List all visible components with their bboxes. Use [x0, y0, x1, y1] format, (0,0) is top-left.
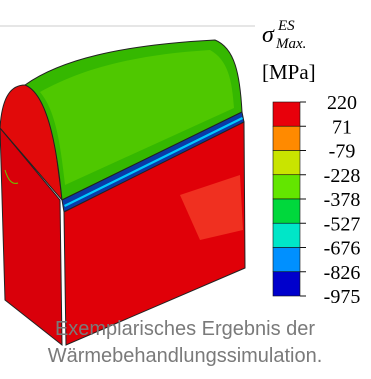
tick-label: 220 [327, 92, 357, 114]
color-band [273, 248, 300, 272]
tick-label: -826 [324, 262, 361, 284]
color-band [273, 272, 300, 296]
legend-symbol: σ [262, 22, 275, 48]
tick-label: -676 [324, 238, 361, 260]
legend-unit: [MPa] [262, 60, 316, 84]
tick-label: -79 [329, 141, 356, 163]
tick-label: -527 [324, 213, 361, 235]
simulation-render [0, 40, 245, 345]
tick-label: 71 [332, 116, 352, 138]
color-band [273, 223, 300, 247]
tick-label: -228 [324, 165, 361, 187]
color-band [273, 151, 300, 175]
caption-line: Wärmebehandlungssimulation. [48, 345, 323, 367]
legend-subscript: Max. [275, 36, 306, 52]
figure: σ ES Max. [MPa] 22071 -79-228-378-527 -676… [0, 0, 371, 374]
color-band [273, 102, 300, 126]
caption-line: Exemplarisches Ergebnis der [55, 318, 315, 340]
legend-superscript: ES [277, 18, 295, 34]
tick-label: -378 [324, 189, 361, 211]
color-band [273, 199, 300, 223]
page: σ ES Max. [MPa] 22071 -79-228-378-527 -676… [0, 0, 371, 374]
color-band [273, 175, 300, 199]
tick-label: -975 [324, 286, 361, 308]
color-band [273, 126, 300, 150]
